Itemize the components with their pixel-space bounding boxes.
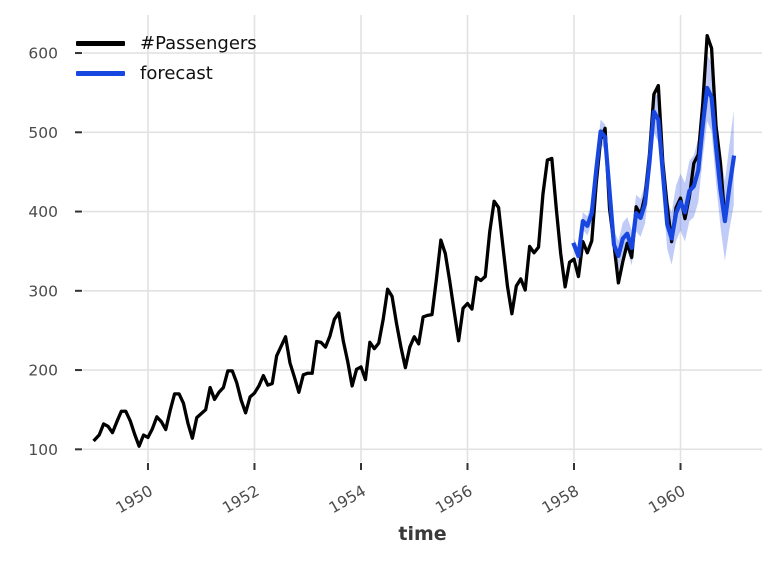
x-tick-label: 1958 [539, 482, 582, 517]
y-tick-label: 500 [28, 124, 58, 142]
x-tick-label: 1950 [113, 482, 156, 517]
legend-label-passengers: #Passengers [140, 32, 257, 54]
confidence-band [574, 54, 734, 271]
y-tick-label: 300 [28, 282, 58, 300]
forecast-line-swatch [76, 70, 125, 76]
legend: #Passengers forecast [76, 28, 257, 88]
passengers-line [92, 33, 732, 448]
passengers-line-swatch [76, 40, 125, 46]
x-tick-label: 1952 [219, 482, 262, 517]
y-tick-label: 600 [28, 45, 58, 63]
legend-item-forecast: forecast [76, 58, 257, 88]
legend-item-passengers: #Passengers [76, 28, 257, 58]
forecast-line [571, 85, 737, 259]
legend-label-forecast: forecast [140, 62, 213, 84]
x-axis-title: time [398, 523, 447, 545]
y-tick-label: 100 [28, 441, 58, 459]
x-tick-label: 1954 [326, 482, 369, 517]
y-tick-label: 400 [28, 203, 58, 221]
x-tick-label: 1960 [645, 482, 688, 517]
y-tick-label: 200 [28, 362, 58, 380]
x-tick-label: 1956 [432, 482, 475, 517]
